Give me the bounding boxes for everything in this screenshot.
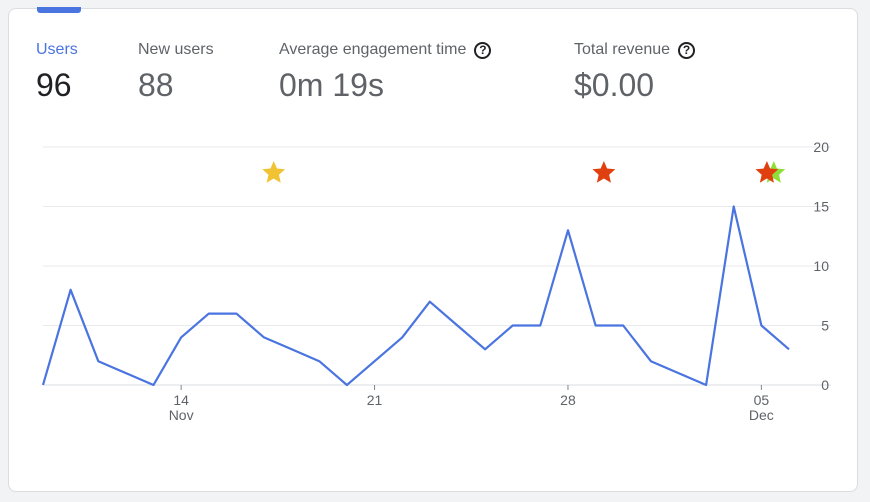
help-icon[interactable]: ? [678,41,696,59]
y-tick-label: 5 [821,318,829,334]
metric-users-label: Users [36,41,78,58]
x-tick-label: 05 [754,392,770,408]
metric-total-revenue-label: Total revenue ? [574,39,696,61]
x-tick-month-label: Nov [169,407,194,423]
metric-new-users-value: 88 [138,67,174,103]
y-tick-label: 0 [821,377,829,393]
metric-avg-engagement-time[interactable]: Average engagement time ? 0m 19s [279,39,492,104]
users-overview-card: Users 96 New users 88 Average engagement… [8,7,858,492]
series-line-users [41,205,790,387]
metric-avg-engagement-label: Average engagement time ? [279,39,492,61]
metric-users-value: 96 [36,67,72,103]
metric-new-users[interactable]: New users 88 [138,39,214,104]
x-tick-month-label: Dec [749,407,774,423]
active-tab-indicator [37,7,81,13]
annotation-star-icon [262,161,286,183]
x-tick-label: 28 [560,392,576,408]
metric-total-revenue-value: $0.00 [574,67,655,103]
help-icon[interactable]: ? [474,41,492,59]
x-tick-label: 14 [173,392,189,408]
metric-users[interactable]: Users 96 [36,39,78,104]
y-tick-label: 10 [813,258,829,274]
annotation-star-icon [592,161,616,183]
y-tick-label: 15 [813,199,829,215]
x-tick-label: 21 [367,392,383,408]
metric-avg-engagement-value: 0m 19s [279,67,384,103]
y-tick-label: 20 [813,139,829,155]
metric-new-users-label: New users [138,41,214,58]
metric-total-revenue[interactable]: Total revenue ? $0.00 [574,39,696,104]
annotation-star-icon [755,161,779,183]
